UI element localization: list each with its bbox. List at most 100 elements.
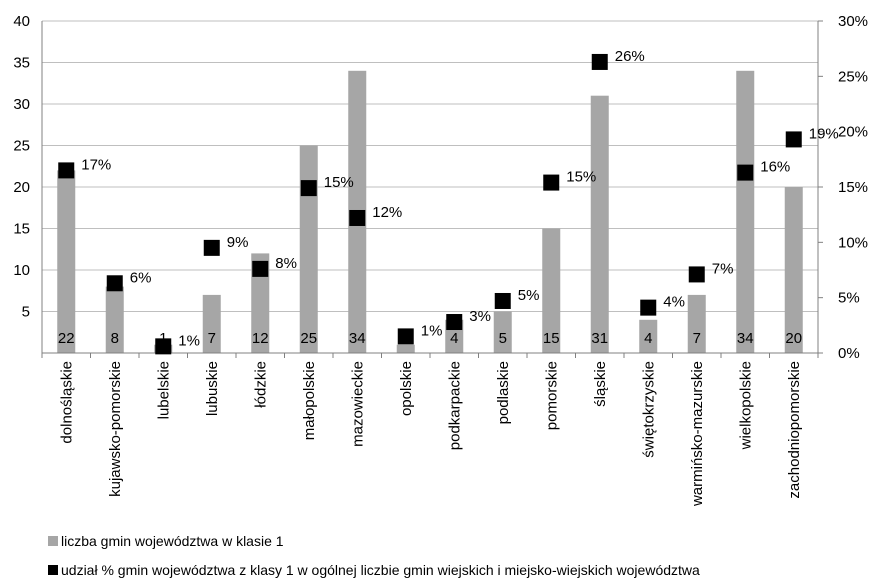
gridlines	[42, 20, 818, 312]
marker	[591, 53, 608, 70]
left-tick-label: 30	[13, 96, 30, 113]
marker	[106, 275, 123, 292]
bar	[784, 187, 803, 353]
marker-value-label: 4%	[663, 294, 685, 311]
bar-value-label: 12	[252, 330, 269, 347]
bar	[202, 294, 221, 353]
left-tick-label: 15	[13, 221, 30, 238]
marker-value-label: 16%	[760, 159, 790, 176]
category-label: podlaskie	[495, 361, 512, 424]
bar	[542, 228, 561, 353]
marker	[349, 209, 366, 226]
axes	[41, 20, 823, 358]
marker	[688, 266, 705, 283]
bar-value-label: 34	[349, 330, 366, 347]
bar-value-label: 22	[58, 330, 75, 347]
marker-value-label: 5%	[518, 287, 540, 304]
marker	[737, 164, 754, 181]
bar	[57, 170, 76, 353]
bar-value-label: 4	[644, 330, 652, 347]
category-label: kujawsko-pomorskie	[107, 361, 124, 497]
marker-value-label: 7%	[712, 260, 734, 277]
marker-value-label: 1%	[421, 322, 443, 339]
category-label: łódzkie	[252, 361, 269, 408]
bar-value-label: 7	[693, 330, 701, 347]
marker-value-label: 19%	[809, 125, 839, 142]
legend-swatch-bars	[48, 536, 58, 546]
marker-series	[58, 53, 802, 355]
bar	[639, 319, 658, 353]
category-axis-labels: dolnośląskie kujawsko-pomorskie lubelskie l…	[58, 361, 803, 507]
marker	[397, 328, 414, 345]
marker-value-label: 6%	[130, 269, 152, 286]
marker	[446, 314, 463, 331]
legend-item-markers: udział % gmin województwa z klasy 1 w og…	[48, 562, 700, 578]
category-label: zachodniopomorskie	[786, 361, 803, 499]
bar-value-label: 31	[591, 330, 608, 347]
left-tick-label: 10	[13, 262, 30, 279]
legend-item-bars: liczba gmin województwa w klasie 1	[48, 533, 284, 549]
category-label: wielkopolskie	[737, 361, 754, 450]
bar-value-label: 4	[450, 330, 458, 347]
bar	[736, 70, 755, 354]
marker-value-label: 15%	[566, 169, 596, 186]
category-label: dolnośląskie	[58, 361, 75, 444]
bar-value-label: 25	[300, 330, 317, 347]
category-label: mazowieckie	[349, 361, 366, 447]
category-label: podkarpackie	[446, 361, 463, 450]
marker-value-label: 1%	[178, 332, 200, 349]
bar-value-label: 20	[785, 330, 802, 347]
marker	[640, 299, 657, 316]
bar-value-label: 34	[737, 330, 754, 347]
marker	[155, 338, 172, 355]
bar	[590, 95, 609, 353]
marker-value-label: 9%	[227, 234, 249, 251]
bar	[687, 294, 706, 353]
marker	[494, 292, 511, 309]
category-label: lubelskie	[155, 361, 172, 419]
legend-label-markers: udział % gmin województwa z klasy 1 w og…	[61, 562, 700, 578]
left-tick-label: 20	[13, 179, 30, 196]
bar	[105, 286, 124, 353]
right-tick-label: 15%	[838, 179, 868, 196]
marker	[785, 131, 802, 148]
marker	[543, 174, 560, 191]
bar	[299, 145, 318, 353]
marker-value-labels: 17% 6% 1% 9% 8% 15% 12% 1% 3% 5% 15% 26% 4% 7% 16% 19%	[81, 48, 839, 349]
marker-value-label: 17%	[81, 156, 111, 173]
category-label: warmińsko-mazurskie	[689, 361, 706, 507]
marker	[300, 180, 317, 197]
category-label: małopolskie	[301, 361, 318, 440]
bar-value-label: 8	[111, 330, 119, 347]
marker-value-label: 3%	[469, 308, 491, 325]
category-label: świętokrzyskie	[640, 361, 657, 458]
category-label: pomorskie	[543, 361, 560, 430]
right-tick-label: 10%	[838, 234, 868, 251]
left-tick-label: 35	[13, 55, 30, 72]
right-tick-label: 20%	[838, 124, 868, 141]
marker-value-label: 26%	[615, 48, 645, 65]
bar-value-label: 15	[543, 330, 560, 347]
bar	[251, 253, 270, 353]
right-tick-label: 5%	[838, 290, 860, 307]
marker	[203, 239, 220, 256]
marker-value-label: 12%	[372, 204, 402, 221]
bar-series	[57, 70, 803, 354]
right-tick-label: 30%	[838, 13, 868, 30]
category-label: śląskie	[592, 361, 609, 407]
legend-swatch-markers	[48, 565, 58, 575]
marker	[58, 162, 75, 179]
bar	[396, 344, 415, 353]
marker-value-label: 8%	[275, 255, 297, 272]
marker	[252, 260, 269, 277]
right-tick-label: 25%	[838, 68, 868, 85]
bar	[493, 311, 512, 353]
left-axis-tick-labels: 5 10 15 20 25 30 35 40	[13, 13, 30, 321]
bar-value-labels: 228171225341451531473420	[58, 330, 802, 347]
right-axis-tick-labels: 0% 5% 10% 15% 20% 25% 30%	[838, 13, 868, 362]
marker-value-label: 15%	[324, 174, 354, 191]
left-tick-label: 5	[22, 304, 30, 321]
left-tick-label: 40	[13, 13, 30, 30]
right-tick-label: 0%	[838, 345, 860, 362]
